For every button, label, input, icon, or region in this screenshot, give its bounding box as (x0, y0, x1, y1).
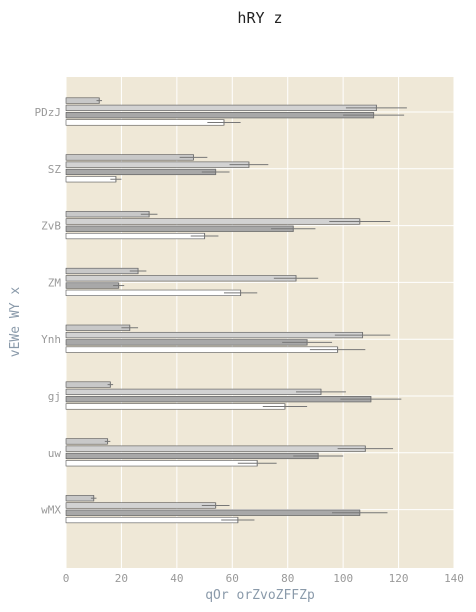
x-tick-labels: 0 20 40 60 80 100 120 140 (63, 572, 464, 585)
bar (65, 452, 319, 460)
y-category-label: ZM (48, 276, 62, 289)
chart-title: hRY z (237, 9, 282, 27)
x-tick-label: 100 (333, 572, 353, 585)
bar (65, 211, 150, 218)
x-tick-label: 60 (226, 572, 239, 585)
bar (65, 154, 194, 161)
bar (65, 438, 108, 445)
plot-background (66, 77, 454, 568)
y-category-labels: PDzJ SZ ZvB ZM Ynh gj uw wMX (35, 106, 62, 517)
bar (65, 176, 117, 183)
bar (65, 331, 363, 339)
bar (65, 339, 308, 346)
bar (65, 282, 119, 289)
y-category-label: wMX (41, 504, 61, 517)
bar (65, 168, 216, 176)
bar (65, 509, 361, 516)
y-category-label: ZvB (41, 220, 61, 233)
bar (65, 289, 241, 296)
bar (65, 502, 216, 509)
bar (65, 396, 372, 403)
bar (65, 388, 322, 395)
bar (65, 516, 239, 524)
x-axis-label: qOr orZvoZFFZp (205, 588, 315, 603)
x-tick-label: 80 (281, 572, 294, 585)
bar (65, 267, 139, 275)
bar (65, 403, 286, 410)
y-category-label: PDzJ (35, 106, 62, 119)
y-category-label: uw (48, 447, 62, 460)
bar (65, 104, 377, 111)
bar (65, 445, 366, 452)
bar (65, 218, 361, 225)
bar (65, 346, 338, 353)
error-bars (90, 97, 407, 524)
x-tick-label: 140 (444, 572, 464, 585)
bar (65, 460, 258, 467)
y-category-label: Ynh (41, 333, 61, 346)
bar (65, 225, 294, 232)
y-category-label: SZ (48, 163, 62, 176)
x-tick-label: 20 (115, 572, 128, 585)
bar (65, 381, 111, 388)
bar (65, 232, 205, 240)
y-category-label: gj (48, 390, 61, 403)
bar (65, 275, 297, 282)
bar (65, 495, 95, 502)
bar (65, 324, 131, 331)
bars (65, 97, 377, 524)
bar (65, 97, 100, 104)
bar (65, 112, 374, 119)
x-tick-label: 40 (170, 572, 183, 585)
bar (65, 119, 225, 126)
x-tick-label: 0 (63, 572, 70, 585)
grid-lines (65, 77, 455, 568)
y-axis-label: vEWe WY x (8, 287, 23, 358)
bar (65, 161, 250, 168)
x-tick-label: 120 (389, 572, 409, 585)
